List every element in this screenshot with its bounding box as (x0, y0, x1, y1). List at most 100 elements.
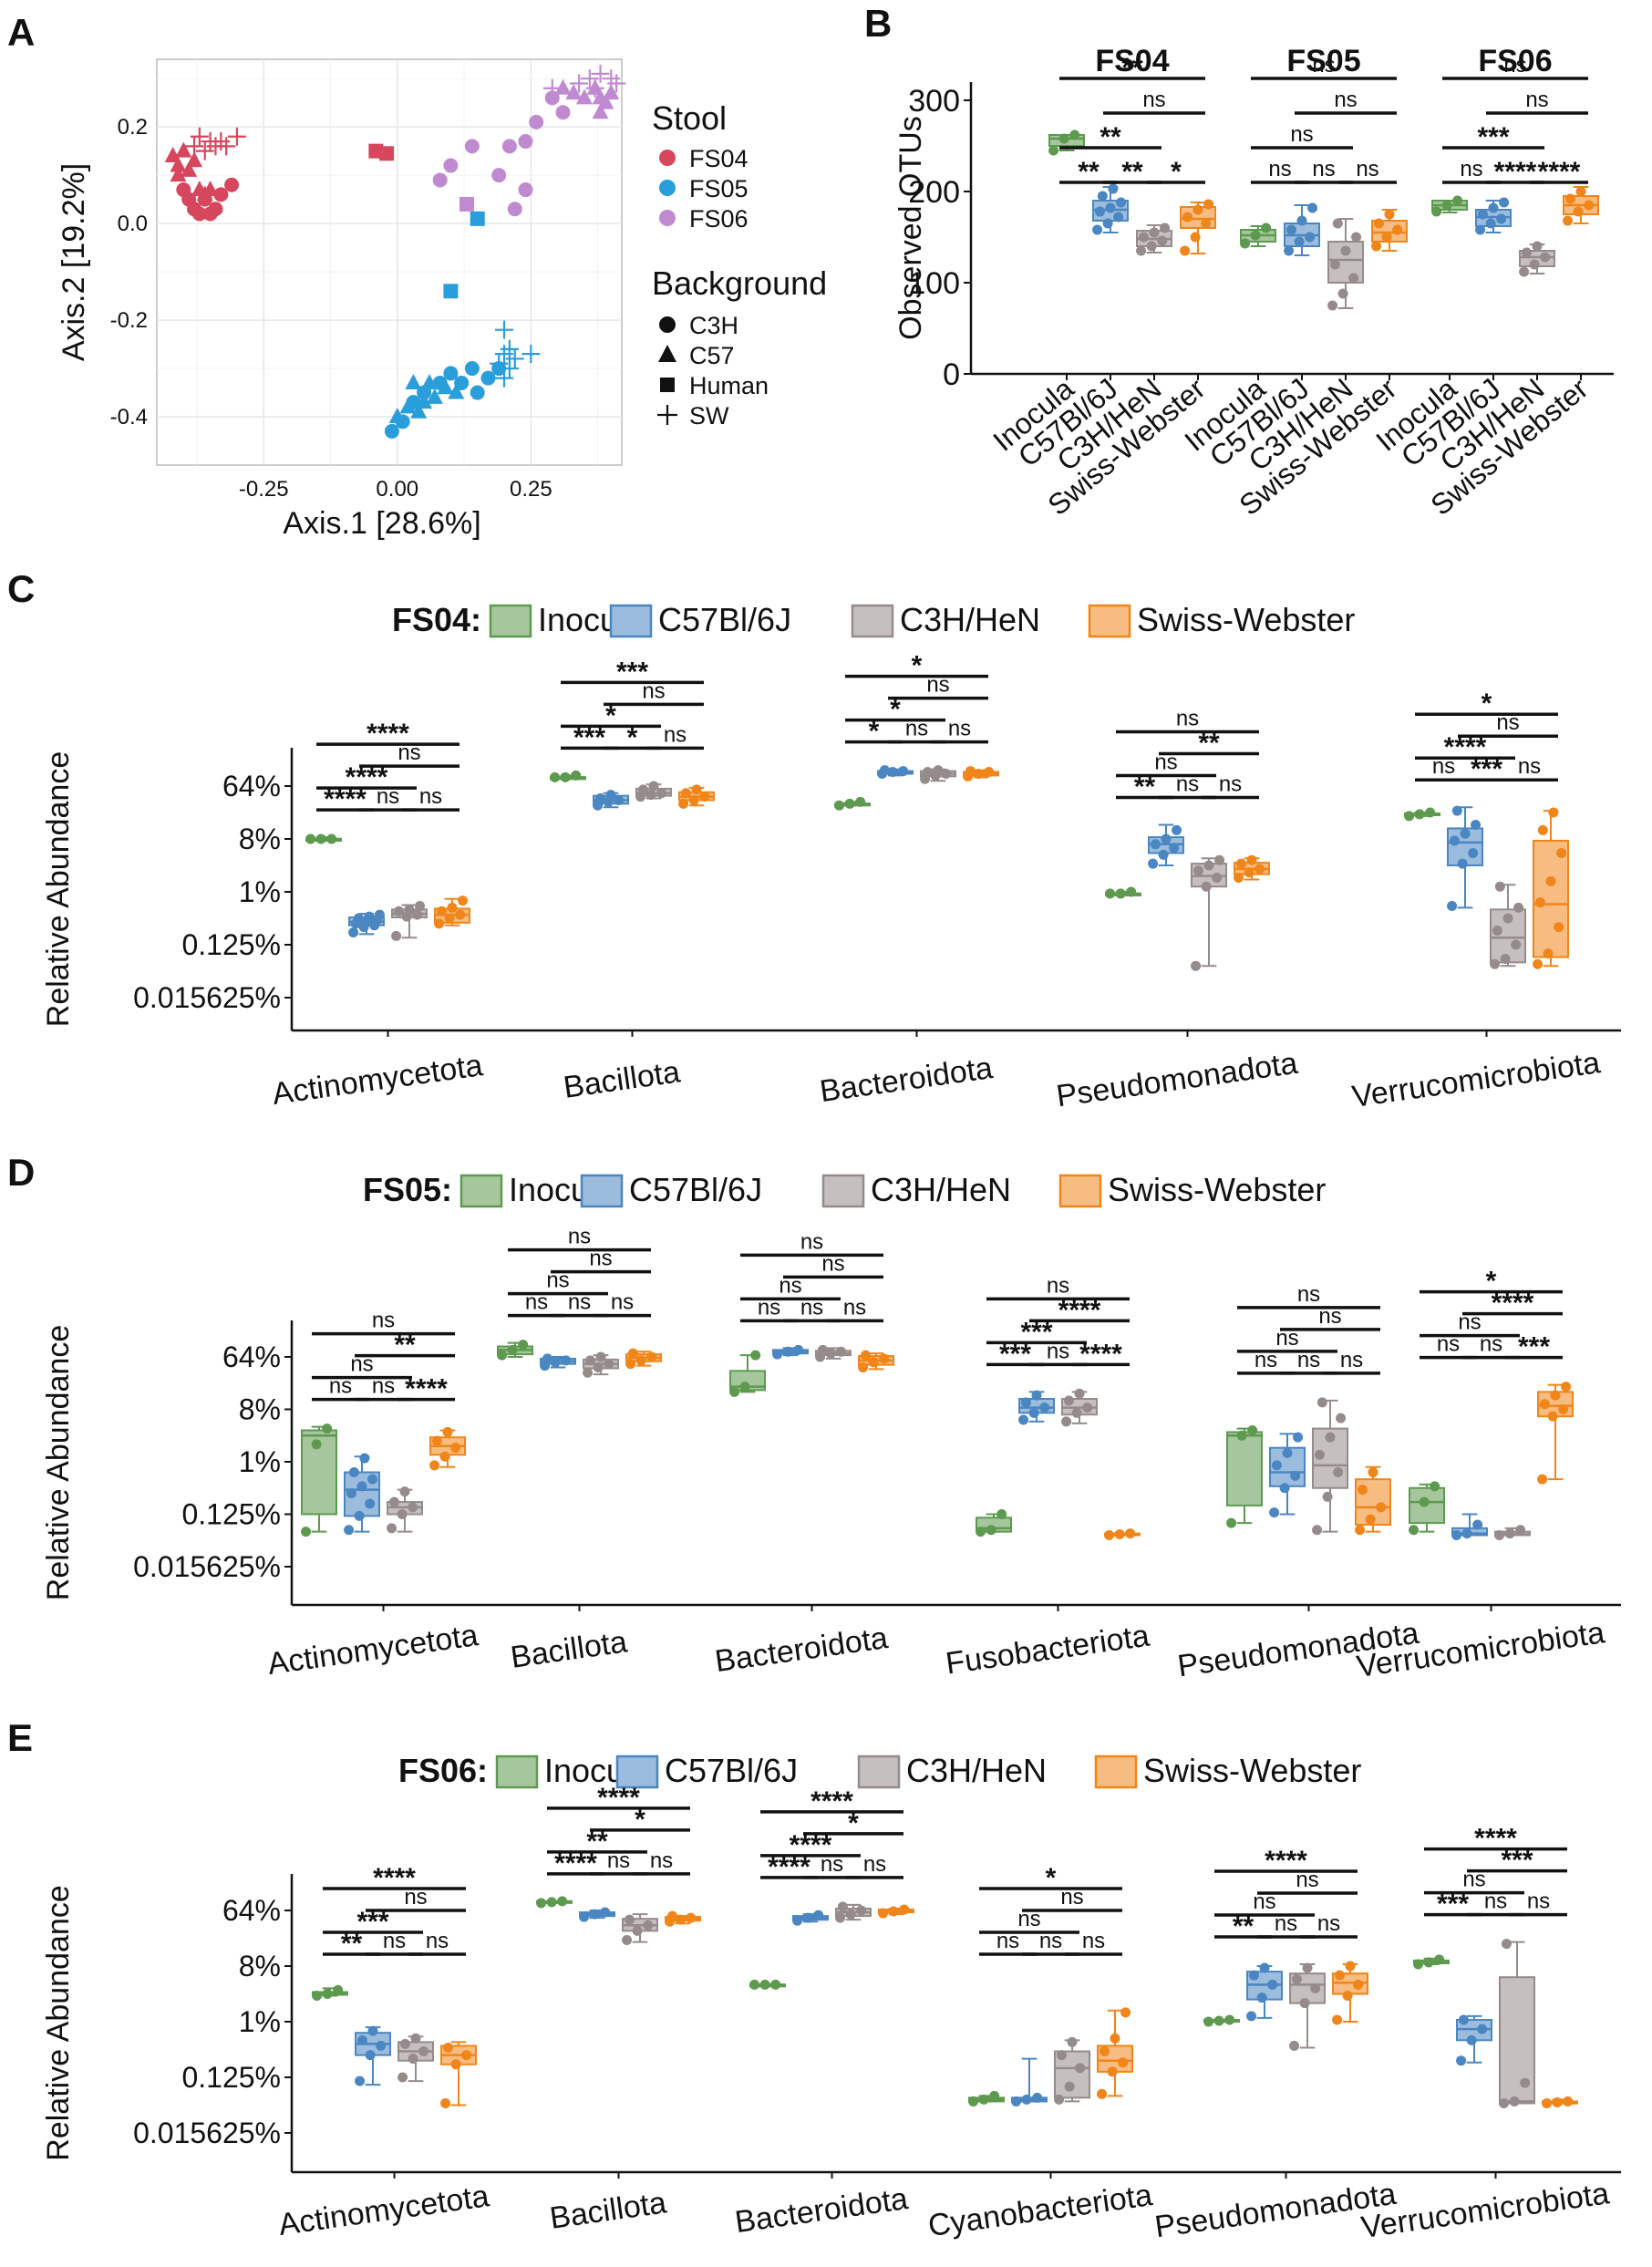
data-point (750, 1350, 761, 1361)
data-point (1269, 1507, 1280, 1518)
significance-label: ns (926, 673, 949, 698)
y-axis-label: Axis.2 [19.2%] (57, 163, 91, 361)
data-point (1496, 213, 1507, 224)
group-title: FS05 (1286, 44, 1360, 78)
data-point (600, 1907, 611, 1918)
data-point (359, 1453, 370, 1464)
y-axis-label: Relative Abundance (41, 751, 76, 1027)
data-point (1226, 1517, 1237, 1528)
box-Inocula (550, 770, 586, 782)
data-point (1520, 2077, 1531, 2088)
scatter-point (597, 93, 614, 109)
data-point (749, 1979, 760, 1990)
data-point (1102, 218, 1113, 229)
legend-swatch (495, 1755, 539, 1789)
data-point (1434, 1954, 1445, 1965)
x-tick-label: 0.25 (510, 477, 552, 502)
scatter-point (464, 361, 480, 377)
box-C3H/HeN (583, 1351, 619, 1378)
legend-label: C57Bl/6J (658, 601, 791, 638)
scatter-point (591, 64, 610, 83)
legend-title: FS06: (398, 1752, 488, 1789)
significance-label: *** (1471, 754, 1502, 784)
data-point (431, 1435, 442, 1446)
data-point (1290, 1470, 1301, 1481)
significance-label: ns (1312, 157, 1335, 181)
data-point (836, 1346, 847, 1357)
data-point (1180, 245, 1191, 256)
data-point (1460, 828, 1471, 839)
data-point (1373, 218, 1384, 229)
box-Inocula (729, 1350, 766, 1397)
data-point (1430, 1481, 1440, 1492)
data-point (782, 1346, 793, 1357)
scatter-point (603, 84, 620, 100)
scatter-point (443, 158, 459, 173)
scatter-point (500, 359, 519, 378)
significance-label: * (1486, 1267, 1497, 1297)
scatter-point (170, 156, 187, 172)
significance-label: ns (1460, 157, 1482, 181)
data-point (1107, 2066, 1118, 2077)
legend-title: Background (652, 264, 827, 302)
data-point (844, 798, 855, 809)
data-point (1494, 1530, 1505, 1540)
data-point (643, 1920, 654, 1931)
significance-label: ns (1176, 707, 1199, 731)
data-point (691, 784, 702, 795)
data-point (1502, 913, 1513, 924)
data-point (1564, 193, 1575, 204)
data-point (1191, 960, 1202, 971)
data-point (986, 1525, 996, 1536)
legend-stool: Stool FS04 FS05 FS06 (652, 99, 749, 233)
data-point (455, 909, 466, 920)
data-point (1327, 300, 1338, 311)
significance-label: ns (568, 1225, 591, 1249)
data-point (856, 1905, 867, 1916)
significance-label: ns (1318, 1304, 1341, 1329)
data-point (579, 1911, 590, 1922)
data-point (439, 1451, 450, 1462)
significance-label: ns (1176, 772, 1199, 797)
box-Swiss-Webster (1180, 199, 1216, 256)
significance-label: **** (1265, 1846, 1307, 1876)
data-point (632, 1925, 643, 1936)
data-point (1336, 1413, 1347, 1423)
significance-label: *** (616, 657, 648, 687)
significance-label: ns (377, 784, 399, 809)
data-point (1499, 2097, 1510, 2108)
box-Inocula (1431, 195, 1468, 217)
data-point (1504, 1528, 1515, 1539)
data-point (1353, 1979, 1364, 1990)
significance-label: * (1482, 688, 1492, 719)
significance-label: ns (1060, 1885, 1083, 1910)
data-point (1404, 811, 1415, 822)
box-C57Bl/6J (1148, 823, 1184, 869)
significance-label: ns (1496, 710, 1519, 735)
significance-label: ns (1275, 1911, 1297, 1936)
data-point (933, 765, 944, 776)
data-point (1345, 1961, 1356, 1972)
box-C3H/HeN (1061, 1388, 1098, 1427)
scatter-point (405, 373, 422, 389)
data-point (1554, 922, 1564, 933)
data-point (1105, 202, 1116, 213)
box-C57Bl/6J (877, 765, 914, 779)
data-point (1136, 245, 1147, 256)
data-point (813, 1910, 824, 1920)
scatter-point (181, 192, 197, 207)
significance-label: ns (1312, 53, 1335, 78)
data-point (444, 913, 455, 924)
data-point (1414, 809, 1425, 820)
significance-label: ns (821, 1852, 843, 1877)
significance-label: ns (372, 1309, 395, 1333)
data-point (429, 1460, 440, 1471)
data-point (1247, 1425, 1258, 1435)
legend-label: FS06 (689, 205, 749, 233)
data-point (1021, 2094, 1032, 2105)
box-C3H/HeN (1054, 2036, 1090, 2105)
data-point (1028, 1407, 1039, 1418)
box-Swiss-Webster (625, 1348, 662, 1370)
y-tick-label: 0 (943, 357, 960, 392)
data-point (624, 1914, 635, 1925)
